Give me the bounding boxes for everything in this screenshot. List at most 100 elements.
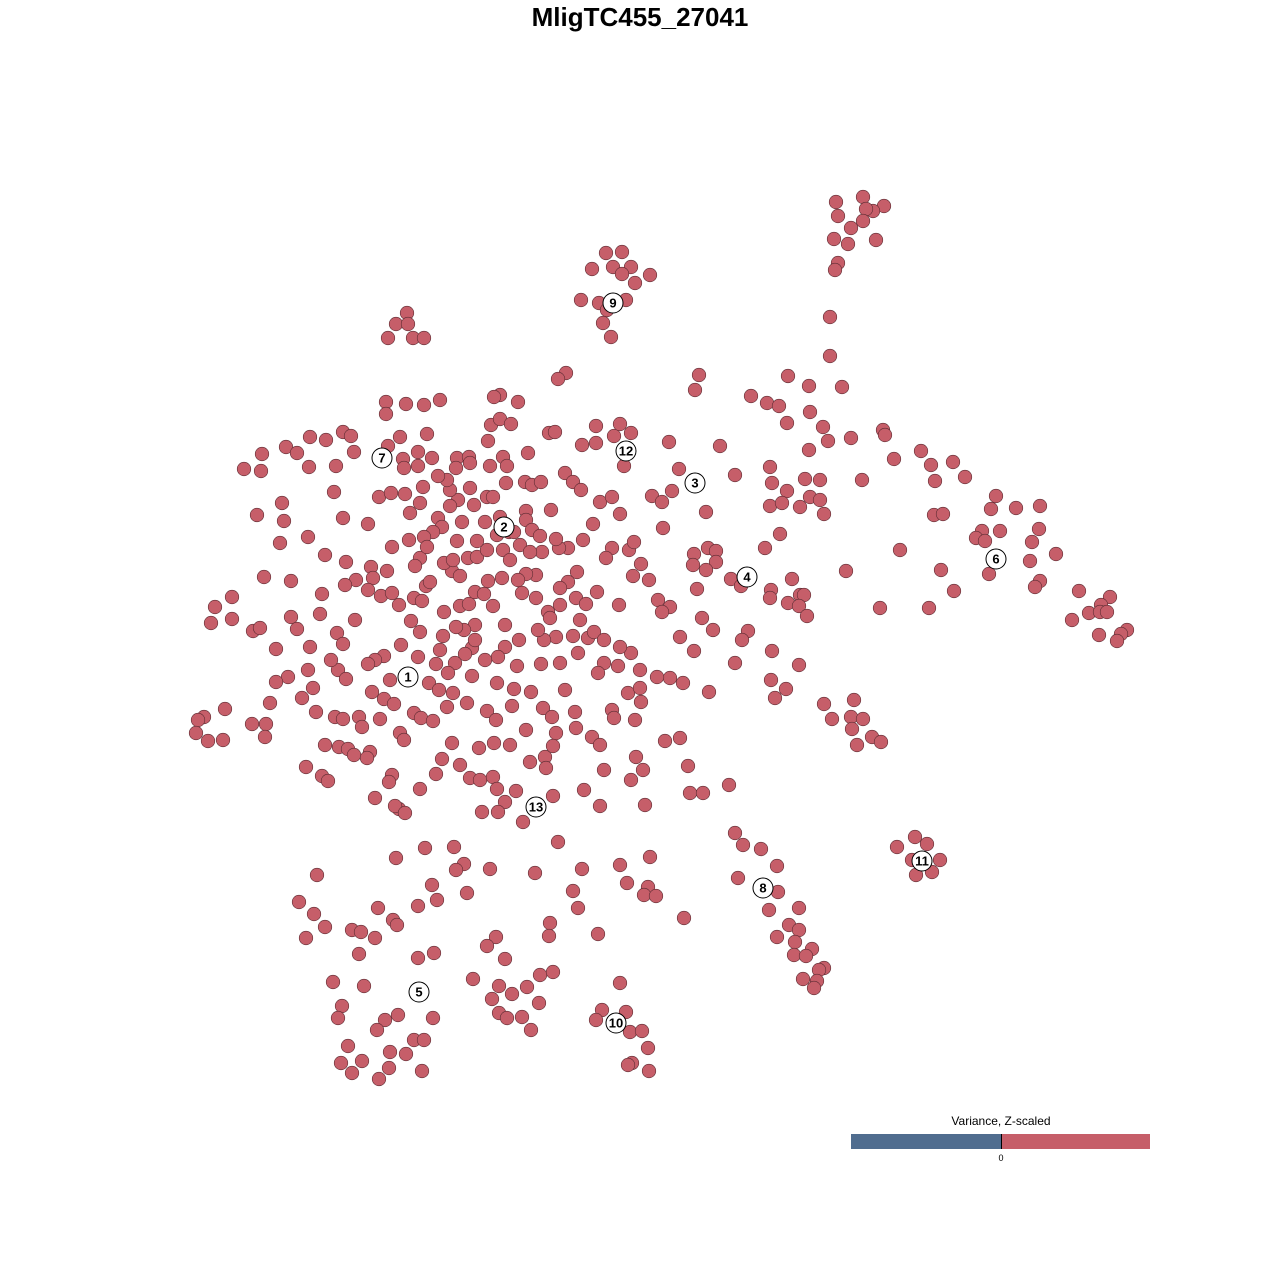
- data-point: [469, 549, 485, 565]
- data-point: [519, 979, 535, 995]
- data-point: [533, 474, 549, 490]
- data-point: [627, 712, 643, 728]
- data-point: [889, 839, 905, 855]
- data-point: [425, 713, 441, 729]
- data-point: [933, 562, 949, 578]
- data-point: [570, 900, 586, 916]
- data-point: [945, 454, 961, 470]
- data-point: [619, 875, 635, 891]
- data-point: [721, 777, 737, 793]
- data-point: [575, 532, 591, 548]
- data-point: [977, 533, 993, 549]
- data-point: [317, 737, 333, 753]
- data-point: [592, 798, 608, 814]
- data-point: [919, 836, 935, 852]
- data-point: [447, 655, 463, 671]
- data-point: [388, 316, 404, 332]
- data-point: [252, 620, 268, 636]
- cluster-label-text: 13: [529, 800, 543, 815]
- data-point: [855, 189, 871, 205]
- data-point: [294, 690, 310, 706]
- data-point: [410, 458, 426, 474]
- data-point: [504, 986, 520, 1002]
- data-point: [797, 471, 813, 487]
- data-point: [444, 735, 460, 751]
- data-point: [256, 569, 272, 585]
- data-point: [802, 404, 818, 420]
- data-point: [671, 461, 687, 477]
- data-point: [727, 825, 743, 841]
- data-point: [449, 533, 465, 549]
- data-point: [396, 460, 412, 476]
- data-point: [410, 898, 426, 914]
- data-point: [479, 938, 495, 954]
- data-point: [548, 629, 564, 645]
- data-point: [763, 672, 779, 688]
- data-point: [1008, 500, 1024, 516]
- data-point: [499, 458, 515, 474]
- data-point: [530, 622, 546, 638]
- data-point: [779, 415, 795, 431]
- data-point: [291, 894, 307, 910]
- data-point: [585, 516, 601, 532]
- data-point: [328, 458, 344, 474]
- data-point: [570, 645, 586, 661]
- data-point: [523, 684, 539, 700]
- data-point: [520, 445, 536, 461]
- data-point: [628, 749, 644, 765]
- data-point: [190, 712, 206, 728]
- data-point: [489, 675, 505, 691]
- cluster-label-badge: [493, 516, 515, 538]
- data-point: [1091, 627, 1107, 643]
- data-point: [401, 532, 417, 548]
- data-point: [360, 582, 376, 598]
- data-point: [477, 652, 493, 668]
- data-point: [623, 425, 639, 441]
- data-point: [340, 1038, 356, 1054]
- data-point: [612, 639, 628, 655]
- data-point: [424, 450, 440, 466]
- data-point: [426, 945, 442, 961]
- data-point: [353, 924, 369, 940]
- data-point: [400, 316, 416, 332]
- data-point: [1048, 546, 1064, 562]
- cluster-label-badge: [408, 981, 430, 1003]
- data-point: [486, 735, 502, 751]
- data-point: [727, 655, 743, 671]
- data-point: [347, 612, 363, 628]
- data-point: [454, 514, 470, 530]
- data-point: [506, 681, 522, 697]
- data-point: [957, 469, 973, 485]
- data-point: [499, 1010, 515, 1026]
- cluster-label-10: 10: [605, 1012, 627, 1034]
- data-point: [545, 738, 561, 754]
- data-point: [462, 455, 478, 471]
- data-point: [249, 507, 265, 523]
- data-point: [410, 444, 426, 460]
- data-point: [786, 947, 802, 963]
- data-point: [276, 513, 292, 529]
- data-point: [467, 632, 483, 648]
- cluster-label-12: 12: [615, 440, 637, 462]
- data-point: [416, 330, 432, 346]
- data-point: [491, 978, 507, 994]
- data-point: [764, 643, 780, 659]
- cluster-label-7: 7: [371, 447, 393, 469]
- data-point: [452, 757, 468, 773]
- data-point: [676, 910, 692, 926]
- data-point: [389, 917, 405, 933]
- data-point: [302, 639, 318, 655]
- data-point: [448, 460, 464, 476]
- data-point: [479, 542, 495, 558]
- cluster-label-text: 8: [759, 881, 766, 896]
- data-point: [932, 852, 948, 868]
- data-point: [614, 266, 630, 282]
- legend-zero-mark: [1001, 1134, 1002, 1149]
- data-point: [767, 690, 783, 706]
- data-point: [661, 434, 677, 450]
- data-point: [548, 531, 564, 547]
- data-point: [625, 568, 641, 584]
- data-point: [390, 1007, 406, 1023]
- data-point: [655, 520, 671, 536]
- data-point: [508, 783, 524, 799]
